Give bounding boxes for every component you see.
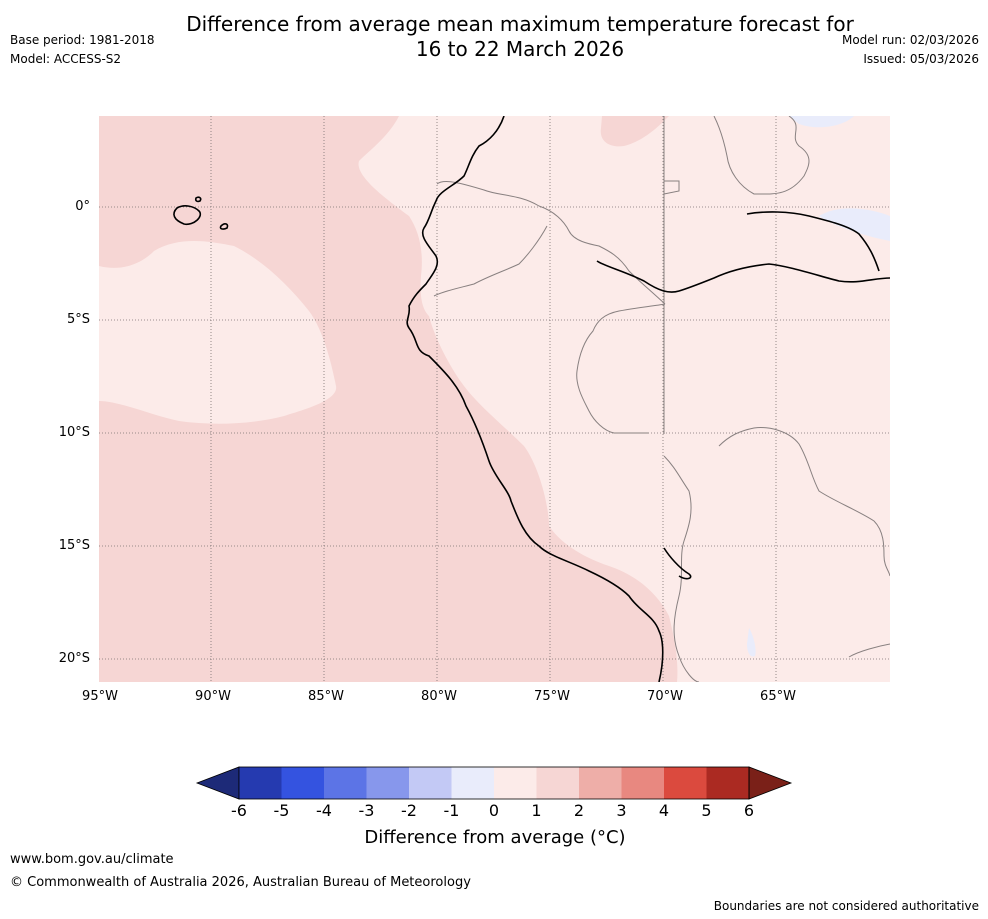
footer-disclaimer: Boundaries are not considered authoritat…: [713, 899, 979, 913]
country-borders: [433, 116, 890, 682]
colorbar: [195, 766, 793, 800]
lon-tick-80w: 80°W: [421, 689, 457, 704]
colorbar-bin: [706, 767, 749, 799]
gridlines: [99, 116, 890, 682]
colorbar-bins: [195, 766, 793, 800]
border-ecuador-colombia: [436, 181, 666, 305]
coastline: [173, 116, 890, 682]
colorbar-tick-label: 3: [616, 801, 627, 820]
colorbar-tick-label: -6: [231, 801, 247, 820]
lon-tick-70w: 70°W: [647, 689, 683, 704]
anomaly-region-neg-1-0-lake: [747, 628, 756, 657]
colorbar-tick-label: 1: [531, 801, 542, 820]
lat-tick-15s: 15°S: [58, 538, 90, 553]
colorbar-tick-label: 6: [743, 801, 755, 820]
colorbar-bin: [239, 767, 282, 799]
colorbar-extend-under: [195, 766, 240, 800]
map-title: Difference from average mean maximum tem…: [120, 12, 920, 62]
colorbar-bin: [621, 767, 664, 799]
colorbar-bin: [281, 767, 324, 799]
colorbar-tick-label: -2: [401, 801, 417, 820]
title-line-2: 16 to 22 March 2026: [415, 37, 625, 61]
model-run-label: Model run: 02/03/2026: [841, 33, 979, 47]
colorbar-bin: [494, 767, 537, 799]
colorbar-tick-label: 0: [488, 801, 500, 820]
border-bolivia-brazil: [718, 427, 890, 577]
colorbar-bin: [366, 767, 409, 799]
lon-tick-95w: 95°W: [82, 689, 118, 704]
colorbar-bin: [579, 767, 622, 799]
colorbar-bin: [409, 767, 452, 799]
border-peru-brazil: [576, 303, 666, 434]
border-colombia-notch: [663, 180, 680, 195]
colorbar-tick-label: -5: [273, 801, 290, 820]
colorbar-tick-label: 5: [701, 801, 712, 820]
lat-tick-20s: 20°S: [58, 651, 90, 666]
base-period-label: Base period: 1981-2018: [10, 33, 155, 47]
anomaly-region-neg-1-0-north: [789, 116, 854, 128]
galapagos-island-3: [194, 196, 202, 203]
colorbar-bin: [324, 767, 367, 799]
galapagos-island-2: [219, 223, 229, 230]
issued-label: Issued: 05/03/2026: [863, 52, 979, 66]
map-svg: [99, 116, 890, 682]
colorbar-tick-label: -3: [358, 801, 375, 820]
colorbar-frame: [238, 766, 750, 800]
lat-tick-10s: 10°S: [58, 425, 90, 440]
colorbar-tick-label: 4: [658, 801, 670, 820]
border-peru-bolivia: [663, 455, 700, 682]
rio-negro: [746, 211, 880, 272]
colorbar-tick-label: -4: [316, 801, 332, 820]
border-colombia-venezuela: [713, 116, 810, 195]
lon-tick-85w: 85°W: [308, 689, 344, 704]
footer-url[interactable]: www.bom.gov.au/climate: [10, 852, 174, 867]
colorbar-bin: [536, 767, 579, 799]
anomaly-region-neg-1-0-east: [819, 208, 890, 241]
colorbar-tick-label: -1: [443, 801, 460, 820]
lat-tick-5s: 5°S: [66, 312, 90, 327]
colorbar-extend-over: [748, 766, 793, 800]
footer-copyright: © Commonwealth of Australia 2026, Austra…: [10, 875, 471, 890]
colorbar-bin: [451, 767, 494, 799]
amazon-river: [596, 260, 890, 293]
galapagos-island-1: [173, 205, 202, 226]
lake-titicaca: [663, 547, 692, 580]
colorbar-tick-label: 2: [573, 801, 585, 820]
anomaly-region-1-2-north: [600, 116, 669, 147]
border-ecuador-peru: [433, 225, 548, 297]
lat-tick-0: 0°: [75, 199, 90, 214]
map-panel: [99, 116, 890, 682]
border-paraguay: [848, 643, 890, 658]
coastline-mainland: [406, 116, 664, 682]
colorbar-axis-label: Difference from average (°C): [364, 827, 626, 848]
model-label: Model: ACCESS-S2: [10, 52, 122, 66]
title-line-1: Difference from average mean maximum tem…: [186, 12, 854, 36]
lon-tick-90w: 90°W: [195, 689, 231, 704]
lon-tick-75w: 75°W: [534, 689, 570, 704]
lon-tick-65w: 65°W: [760, 689, 796, 704]
colorbar-bin: [664, 767, 707, 799]
